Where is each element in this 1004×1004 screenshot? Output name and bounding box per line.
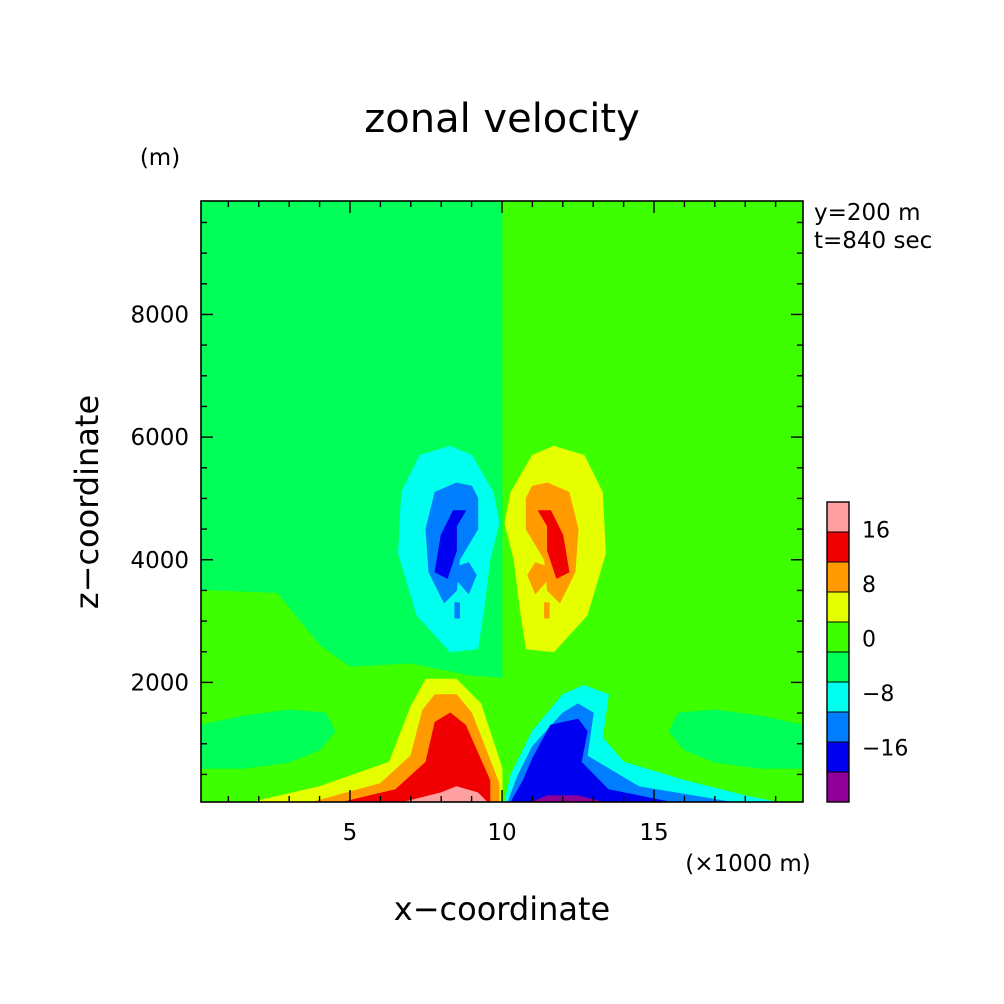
colorbar-swatch — [827, 532, 849, 562]
x-tick-label: 10 — [487, 820, 516, 846]
colorbar-swatch — [827, 772, 849, 802]
y-axis-label: z−coordinate — [68, 395, 106, 609]
x-unit-label: (×1000 m) — [685, 851, 810, 877]
x-tick-label: 5 — [343, 820, 358, 846]
contour-upper-right-8-lobe — [527, 562, 547, 594]
contour-strip-right — [668, 709, 804, 769]
annotation-t: t=840 sec — [814, 228, 932, 254]
x-axis-ticks: 5 10 15 — [227, 201, 777, 846]
contour-updraft-lower-left-12 — [343, 712, 491, 803]
colorbar-label: 8 — [862, 573, 876, 598]
colorbar-swatch — [827, 592, 849, 622]
y-tick-label: 4000 — [130, 548, 189, 574]
plot-frame — [200, 200, 804, 803]
colorbar-label: 16 — [862, 518, 890, 543]
contour-upper-left-m8-lobe — [457, 562, 477, 594]
contour-upper-right-12 — [538, 510, 570, 579]
contour-fill-layer — [200, 200, 804, 803]
y-tick-label: 8000 — [130, 302, 189, 328]
contour-lower-right-m12 — [510, 718, 670, 803]
y-tick-label: 6000 — [130, 425, 189, 451]
colorbar-label: −16 — [862, 736, 908, 761]
colorbar-swatch — [827, 712, 849, 742]
chart-title: zonal velocity — [364, 96, 640, 142]
x-tick-label: 15 — [639, 820, 668, 846]
colorbar-swatch — [827, 682, 849, 712]
contour-upper-right-8-dot — [544, 602, 550, 619]
colorbar-label: −8 — [862, 682, 894, 707]
colorbar-swatch — [827, 742, 849, 772]
y-unit-label: (m) — [140, 145, 180, 171]
colorbar-swatch — [827, 502, 849, 532]
colorbar-swatch — [827, 652, 849, 682]
colorbar-swatch — [827, 622, 849, 652]
colorbar: −16 −8 0 8 16 — [826, 501, 908, 803]
annotation-y: y=200 m — [814, 200, 921, 226]
colorbar-swatch — [827, 562, 849, 592]
colorbar-label: 0 — [862, 627, 876, 652]
y-tick-label: 2000 — [130, 670, 189, 696]
y-axis-ticks: 2000 4000 6000 8000 — [130, 221, 803, 776]
x-axis-label: x−coordinate — [394, 890, 610, 928]
contour-strip-left — [200, 709, 336, 769]
contour-upper-left-m12 — [434, 510, 466, 579]
contour-upper-left-m8-dot — [454, 602, 460, 619]
